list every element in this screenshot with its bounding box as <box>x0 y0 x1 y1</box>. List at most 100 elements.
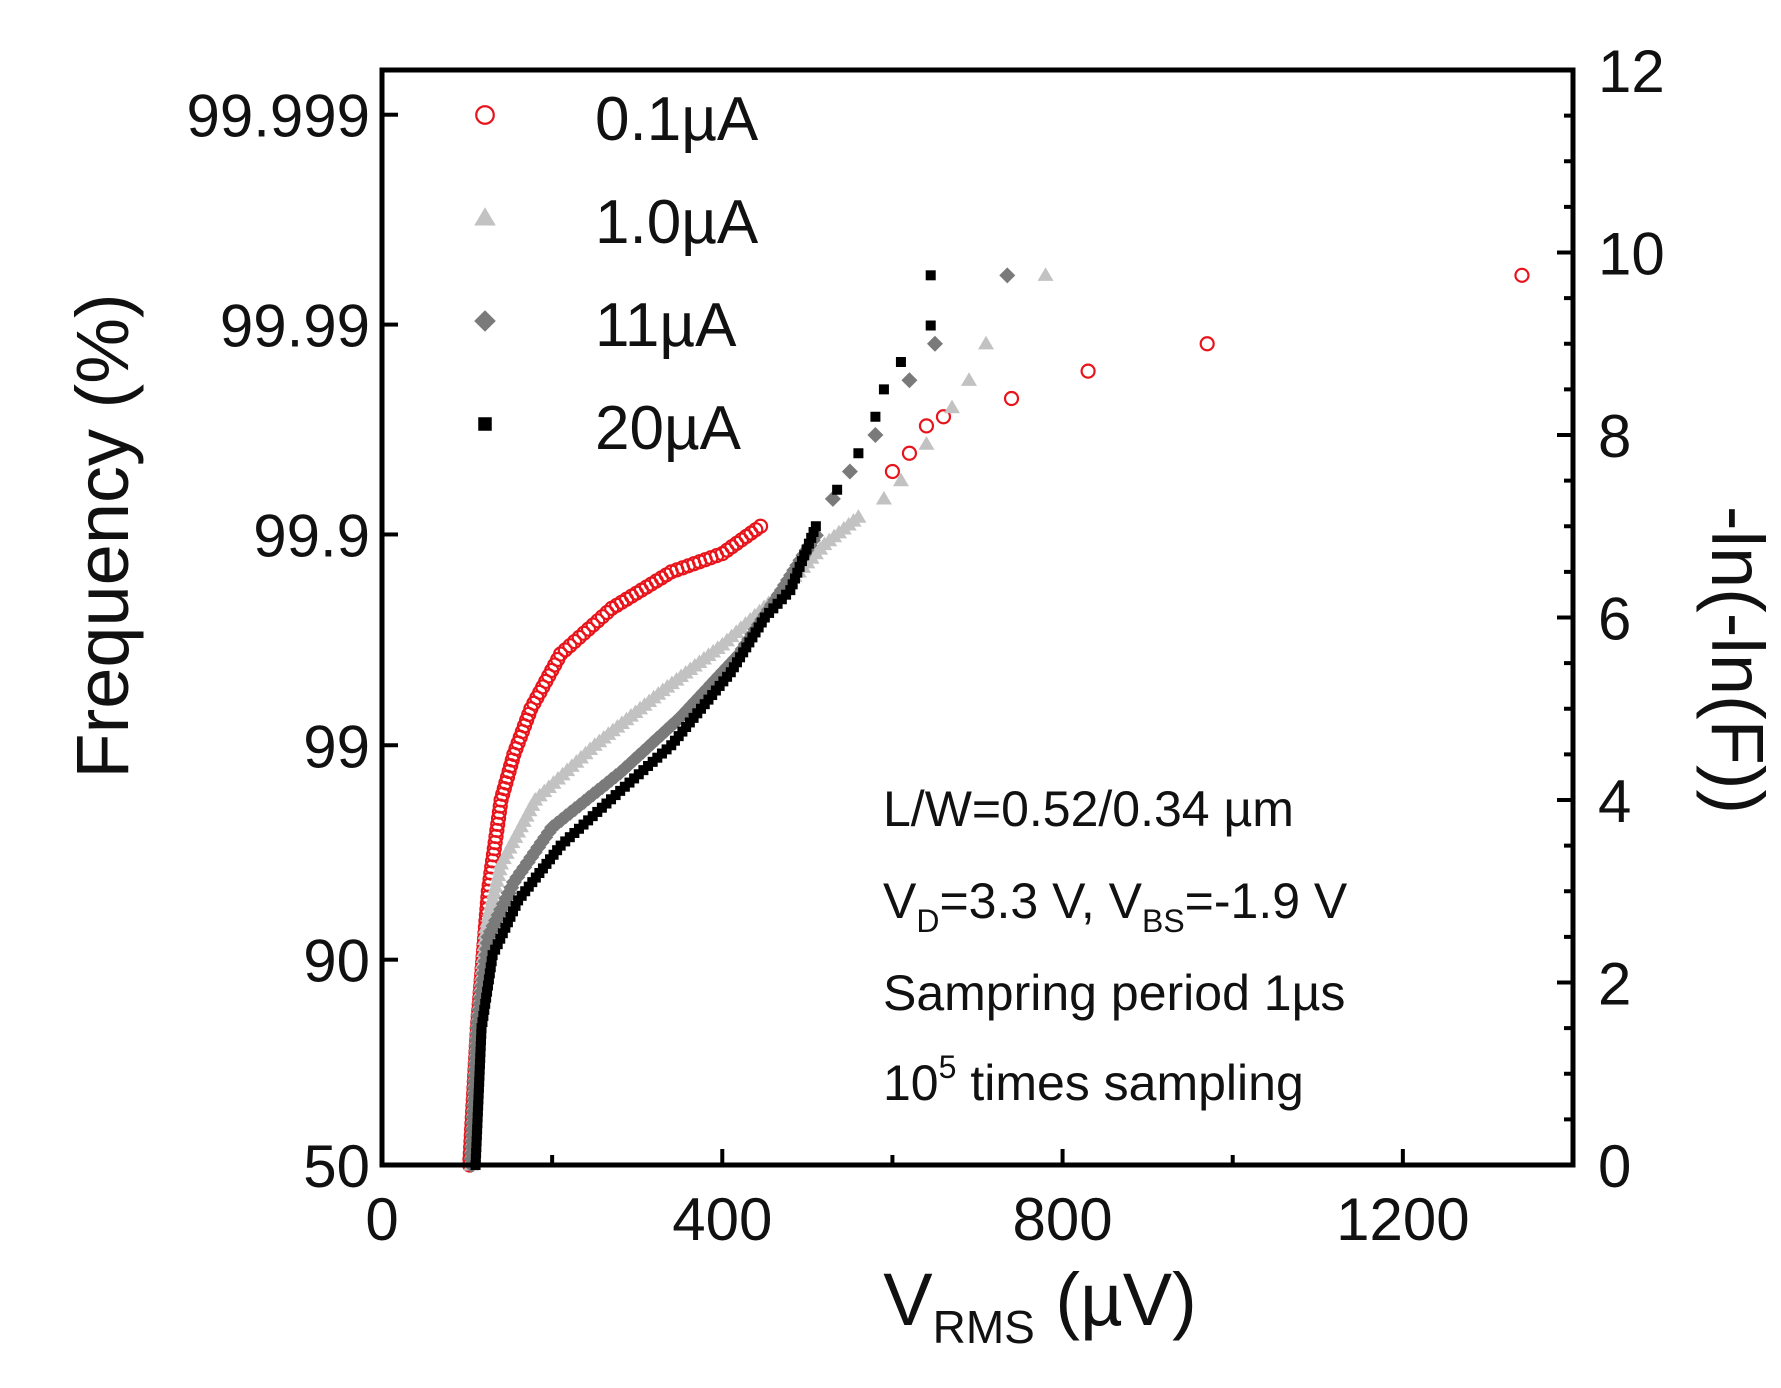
right-tick-label: 12 <box>1598 38 1665 105</box>
data-point <box>1514 267 1530 283</box>
data-point <box>472 1124 483 1135</box>
data-point <box>480 998 491 1009</box>
data-point <box>474 1070 485 1081</box>
series-1.0µA <box>463 267 1054 1171</box>
data-point <box>824 490 841 507</box>
data-point <box>482 986 493 997</box>
plot-frame <box>379 67 1576 1168</box>
data-point <box>472 1118 483 1129</box>
right-tick-label: 8 <box>1598 403 1631 470</box>
data-point <box>841 463 858 480</box>
data-point <box>571 629 587 646</box>
data-point <box>901 372 918 389</box>
left-tick-label: 99.999 <box>186 83 370 150</box>
data-point <box>476 1029 487 1040</box>
data-point <box>495 933 506 944</box>
data-point <box>478 417 492 431</box>
x-tick-label: 0 <box>365 1186 398 1253</box>
x-axis-title: VRMS (µV) <box>883 1258 1196 1353</box>
legend-item: 20µA <box>478 394 742 463</box>
data-point <box>481 992 492 1003</box>
y-axis-title-left: Frequency (%) <box>61 293 144 778</box>
data-point <box>474 1076 485 1087</box>
data-point <box>486 956 497 967</box>
data-point <box>1003 390 1020 407</box>
data-point <box>787 579 798 590</box>
data-point <box>799 550 810 561</box>
annotation-line: Sampring period 1µs <box>883 965 1345 1021</box>
data-point <box>789 573 800 584</box>
data-point <box>599 604 615 621</box>
data-point <box>479 1004 490 1015</box>
series-20µA <box>470 270 936 1170</box>
data-point <box>503 879 520 896</box>
data-point <box>925 320 936 331</box>
data-point <box>471 1148 482 1159</box>
left-tick-label: 50 <box>303 1133 370 1200</box>
data-point <box>580 621 597 637</box>
left-tick-label: 99.99 <box>220 293 370 360</box>
data-point <box>475 1040 486 1051</box>
data-point <box>808 527 819 538</box>
legend-label: 0.1µA <box>595 85 759 154</box>
data-point <box>483 974 494 985</box>
y-axis-title-right: -ln(-ln(F)) <box>1696 506 1779 814</box>
data-point <box>476 1023 487 1034</box>
legend-label: 11µA <box>595 291 737 360</box>
data-point <box>796 556 807 567</box>
left-tick-label: 90 <box>303 928 370 995</box>
data-point <box>471 1142 482 1153</box>
annotation-line: L/W=0.52/0.34 µm <box>883 781 1294 837</box>
right-tick-label: 4 <box>1598 768 1631 835</box>
data-point <box>875 490 892 505</box>
data-point <box>801 544 812 555</box>
x-tick-label: 1200 <box>1336 1186 1469 1253</box>
right-tick-label: 6 <box>1598 586 1631 653</box>
data-point <box>1199 336 1215 352</box>
data-point <box>960 372 977 386</box>
data-point <box>473 1082 484 1093</box>
data-point <box>870 411 881 422</box>
left-tick-label: 99.9 <box>253 502 370 569</box>
tick-labels: 0 400 800 1200 0 2 4 6 8 10 12 50 90 99 99.9 99.99 99.99… <box>186 38 1664 1253</box>
data-point <box>806 532 817 543</box>
data-points <box>462 267 1530 1173</box>
data-point <box>472 1112 483 1123</box>
annotation-line: 105 times sampling <box>883 1049 1304 1111</box>
data-point <box>485 962 496 973</box>
data-point <box>492 939 503 950</box>
data-point <box>1037 267 1054 281</box>
data-point <box>594 609 611 625</box>
legend-label: 20µA <box>595 394 742 463</box>
data-point <box>590 613 606 629</box>
legend: 0.1µA 1.0µA 11µA 20µA <box>474 85 759 463</box>
data-point <box>576 625 592 641</box>
data-point <box>892 472 909 487</box>
x-tick-label: 400 <box>672 1186 772 1253</box>
data-point <box>901 445 918 461</box>
data-point <box>482 980 493 991</box>
data-point <box>478 1010 489 1021</box>
data-point <box>853 448 864 459</box>
data-point <box>935 409 952 425</box>
data-point <box>850 509 867 523</box>
data-point <box>810 521 821 532</box>
data-point <box>918 418 935 434</box>
data-point <box>505 911 516 922</box>
data-point <box>473 1088 484 1099</box>
right-tick-label: 0 <box>1598 1133 1631 1200</box>
data-point <box>553 646 569 662</box>
data-point <box>884 463 901 480</box>
data-point <box>473 1100 484 1111</box>
data-point <box>999 267 1016 284</box>
x-tick-label: 800 <box>1013 1186 1113 1253</box>
data-point <box>474 310 496 332</box>
right-tick-label: 10 <box>1598 221 1665 288</box>
data-point <box>803 538 814 549</box>
left-tick-label: 99 <box>303 713 370 780</box>
data-point <box>562 638 578 654</box>
annotation-line: VD=3.3 V, VBS=-1.9 V <box>883 873 1348 939</box>
data-point <box>500 922 511 933</box>
data-point <box>925 270 936 281</box>
